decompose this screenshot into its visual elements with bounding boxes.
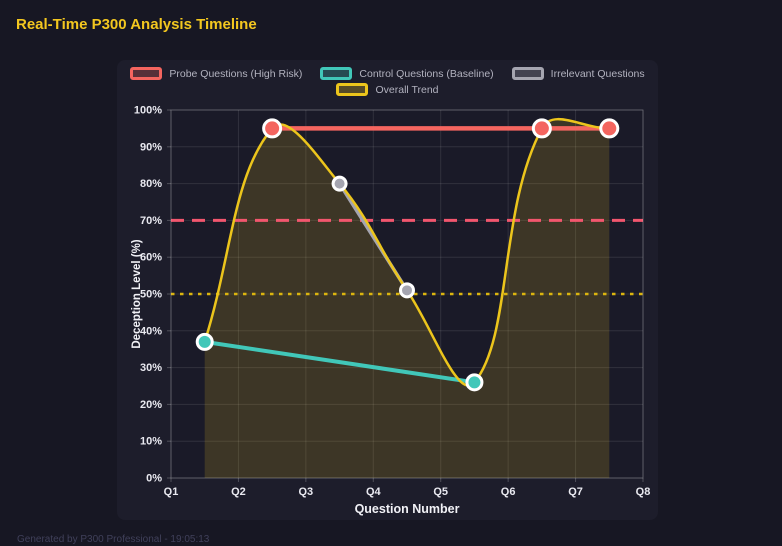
legend-swatch-icon — [336, 83, 369, 96]
x-axis-title: Question Number — [354, 502, 460, 516]
legend-item-label: Control Questions (Baseline) — [359, 67, 494, 80]
legend-item-irrelevant[interactable]: Irrelevant Questions — [511, 67, 645, 80]
y-tick-label: 80% — [140, 178, 162, 190]
x-tick-label: Q7 — [568, 486, 583, 498]
x-tick-label: Q1 — [164, 486, 179, 498]
legend-row: Probe Questions (High Risk) Control Quest… — [130, 67, 645, 80]
data-point-control — [195, 332, 214, 351]
chart-legend: Probe Questions (High Risk) Control Quest… — [117, 67, 658, 96]
trend-area-fill — [204, 119, 610, 478]
legend-swatch-icon — [511, 67, 544, 80]
series-line-control — [202, 339, 477, 385]
y-tick-label: 20% — [140, 399, 162, 411]
y-tick-label: 10% — [140, 436, 162, 448]
chart-panel: 0% 10% 20% 30% 40% 50% 60% 70% 80% 90% 100% Q1 Q2 Q3 Q… — [117, 60, 658, 520]
data-point-control — [465, 373, 484, 392]
data-point-probe — [599, 118, 620, 139]
x-tick-label: Q5 — [433, 486, 448, 498]
y-tick-label: 90% — [140, 141, 162, 153]
legend-item-label: Overall Trend — [375, 83, 439, 96]
x-tick-label: Q8 — [636, 486, 651, 498]
legend-item-control[interactable]: Control Questions (Baseline) — [320, 67, 494, 80]
footer-text: Generated by P300 Professional - 19:05:1… — [17, 534, 210, 545]
y-axis-title: Deception Level (%) — [131, 239, 143, 349]
legend-item-label: Irrelevant Questions — [550, 67, 645, 80]
data-point-probe — [262, 118, 283, 139]
y-tick-label: 0% — [146, 473, 162, 485]
data-point-irrelevant — [331, 175, 348, 192]
legend-swatch-icon — [130, 67, 163, 80]
x-tick-label: Q6 — [501, 486, 516, 498]
legend-item-overall[interactable]: Overall Trend — [336, 83, 439, 96]
y-tick-label: 70% — [140, 215, 162, 227]
legend-row: Overall Trend — [336, 83, 439, 96]
y-tick-label: 30% — [140, 362, 162, 374]
legend-item-probe[interactable]: Probe Questions (High Risk) — [130, 67, 302, 80]
y-tick-label: 50% — [140, 289, 162, 301]
legend-swatch-icon — [320, 67, 353, 80]
y-tick-label: 100% — [134, 105, 162, 117]
data-point-probe — [531, 118, 552, 139]
timeline-chart: 0% 10% 20% 30% 40% 50% 60% 70% 80% 90% 100% Q1 Q2 Q3 Q… — [134, 105, 651, 499]
plot-border — [170, 109, 644, 479]
y-tick-label: 60% — [140, 252, 162, 264]
x-tick-label: Q4 — [366, 486, 382, 498]
legend-item-label: Probe Questions (High Risk) — [169, 67, 303, 80]
page-title: Real-Time P300 Analysis Timeline — [16, 16, 257, 33]
x-tick-label: Q3 — [299, 486, 314, 498]
y-tick-label: 40% — [140, 325, 162, 337]
x-tick-label: Q2 — [231, 486, 246, 498]
data-point-irrelevant — [399, 282, 415, 299]
